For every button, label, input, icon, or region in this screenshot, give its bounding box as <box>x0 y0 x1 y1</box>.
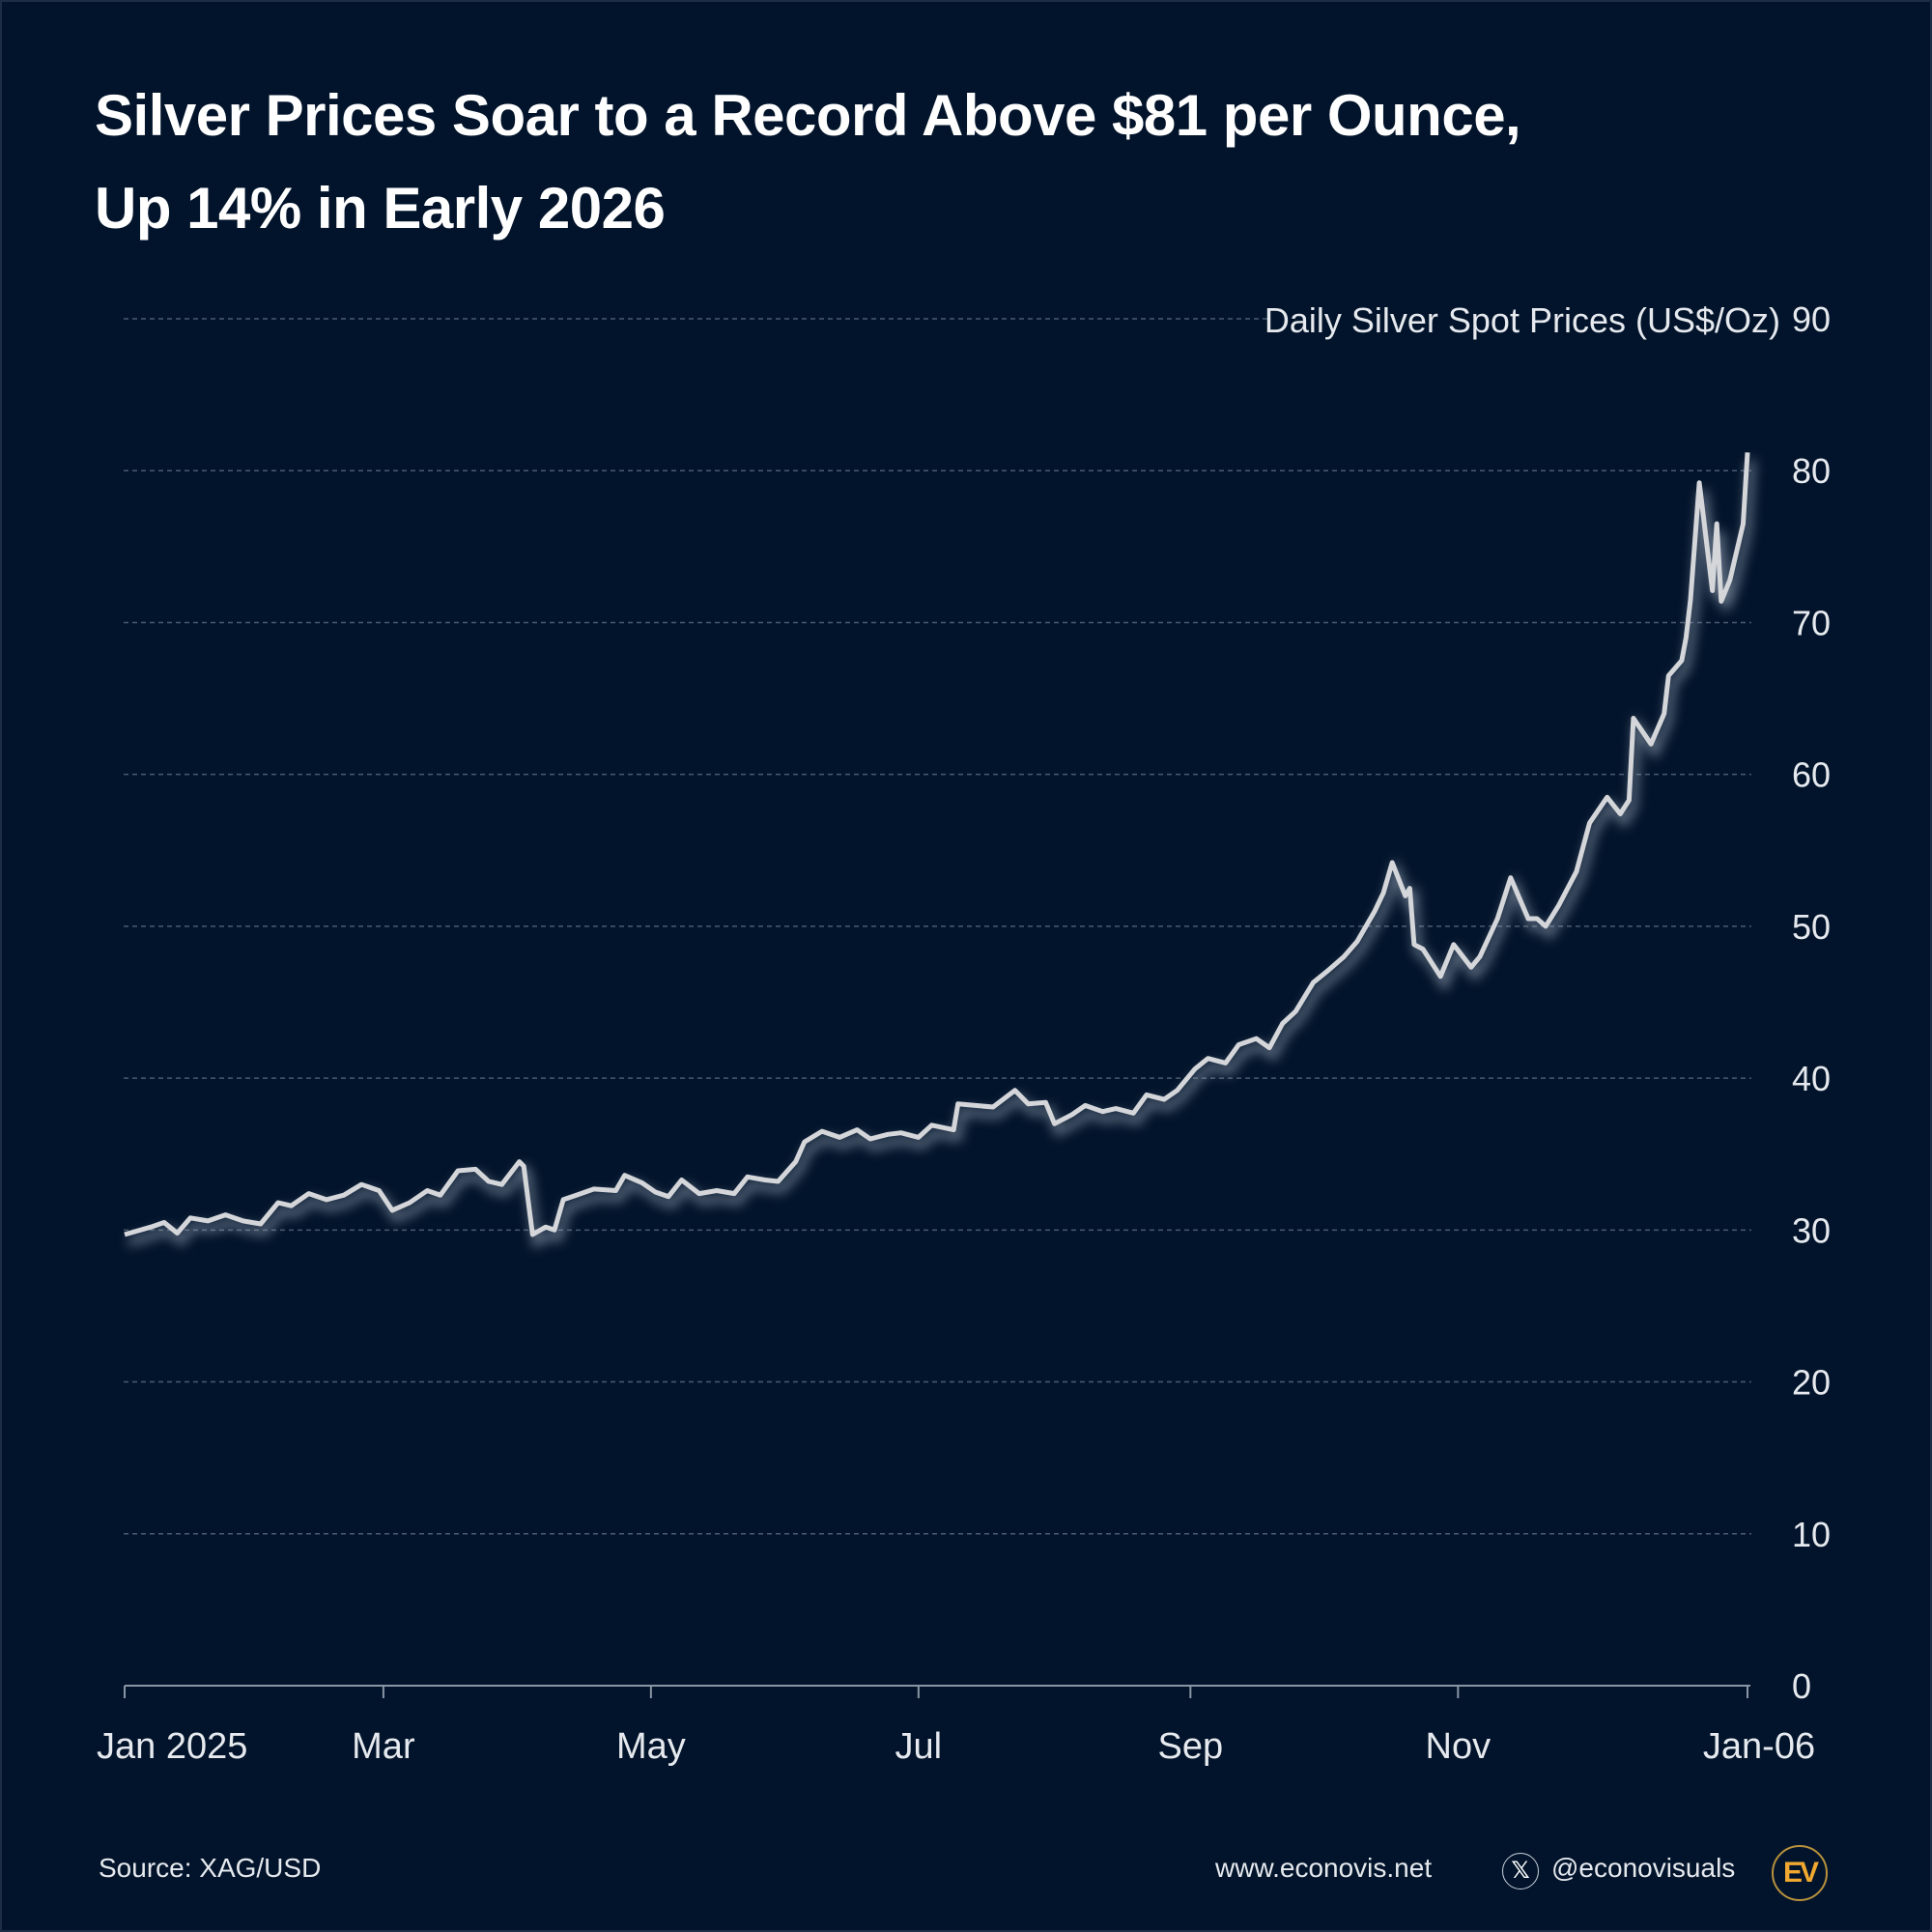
y-tick-label: 30 <box>1792 1210 1831 1250</box>
chart-title: Silver Prices Soar to a Record Above $81… <box>95 70 1833 255</box>
social-handle[interactable]: @econovisuals <box>1551 1853 1736 1883</box>
x-tick-label: Mar <box>352 1726 415 1767</box>
y-tick-label: 90 <box>1792 299 1831 339</box>
econovis-logo: EV <box>1772 1845 1828 1901</box>
price-line-shadow <box>127 460 1755 1249</box>
title-line-1: Silver Prices Soar to a Record Above $81… <box>95 83 1521 148</box>
source-note: Source: XAG/USD <box>99 1853 322 1883</box>
price-line <box>124 452 1750 1237</box>
y-axis-label: Daily Silver Spot Prices (US$/Oz) <box>1264 300 1780 340</box>
y-tick-label: 10 <box>1792 1515 1831 1554</box>
website-link[interactable]: www.econovis.net <box>1215 1853 1433 1883</box>
x-tick-label: Jan 2025 <box>97 1726 247 1767</box>
y-tick-label: 80 <box>1792 451 1831 491</box>
y-tick-label: 0 <box>1792 1666 1811 1706</box>
title-line-2: Up 14% in Early 2026 <box>95 176 666 241</box>
y-tick-label: 20 <box>1792 1363 1831 1403</box>
x-tick-label: Sep <box>1158 1726 1224 1767</box>
x-logo-icon: 𝕏 <box>1502 1853 1539 1889</box>
x-tick-label: May <box>616 1726 686 1767</box>
x-tick-label: Jul <box>895 1726 943 1767</box>
y-tick-label: 40 <box>1792 1059 1831 1098</box>
y-tick-label: 50 <box>1792 907 1831 947</box>
x-tick-label: Jan-06 <box>1703 1726 1815 1767</box>
y-tick-label: 70 <box>1792 603 1831 642</box>
x-tick-label: Nov <box>1426 1726 1492 1767</box>
y-tick-label: 60 <box>1792 755 1831 795</box>
